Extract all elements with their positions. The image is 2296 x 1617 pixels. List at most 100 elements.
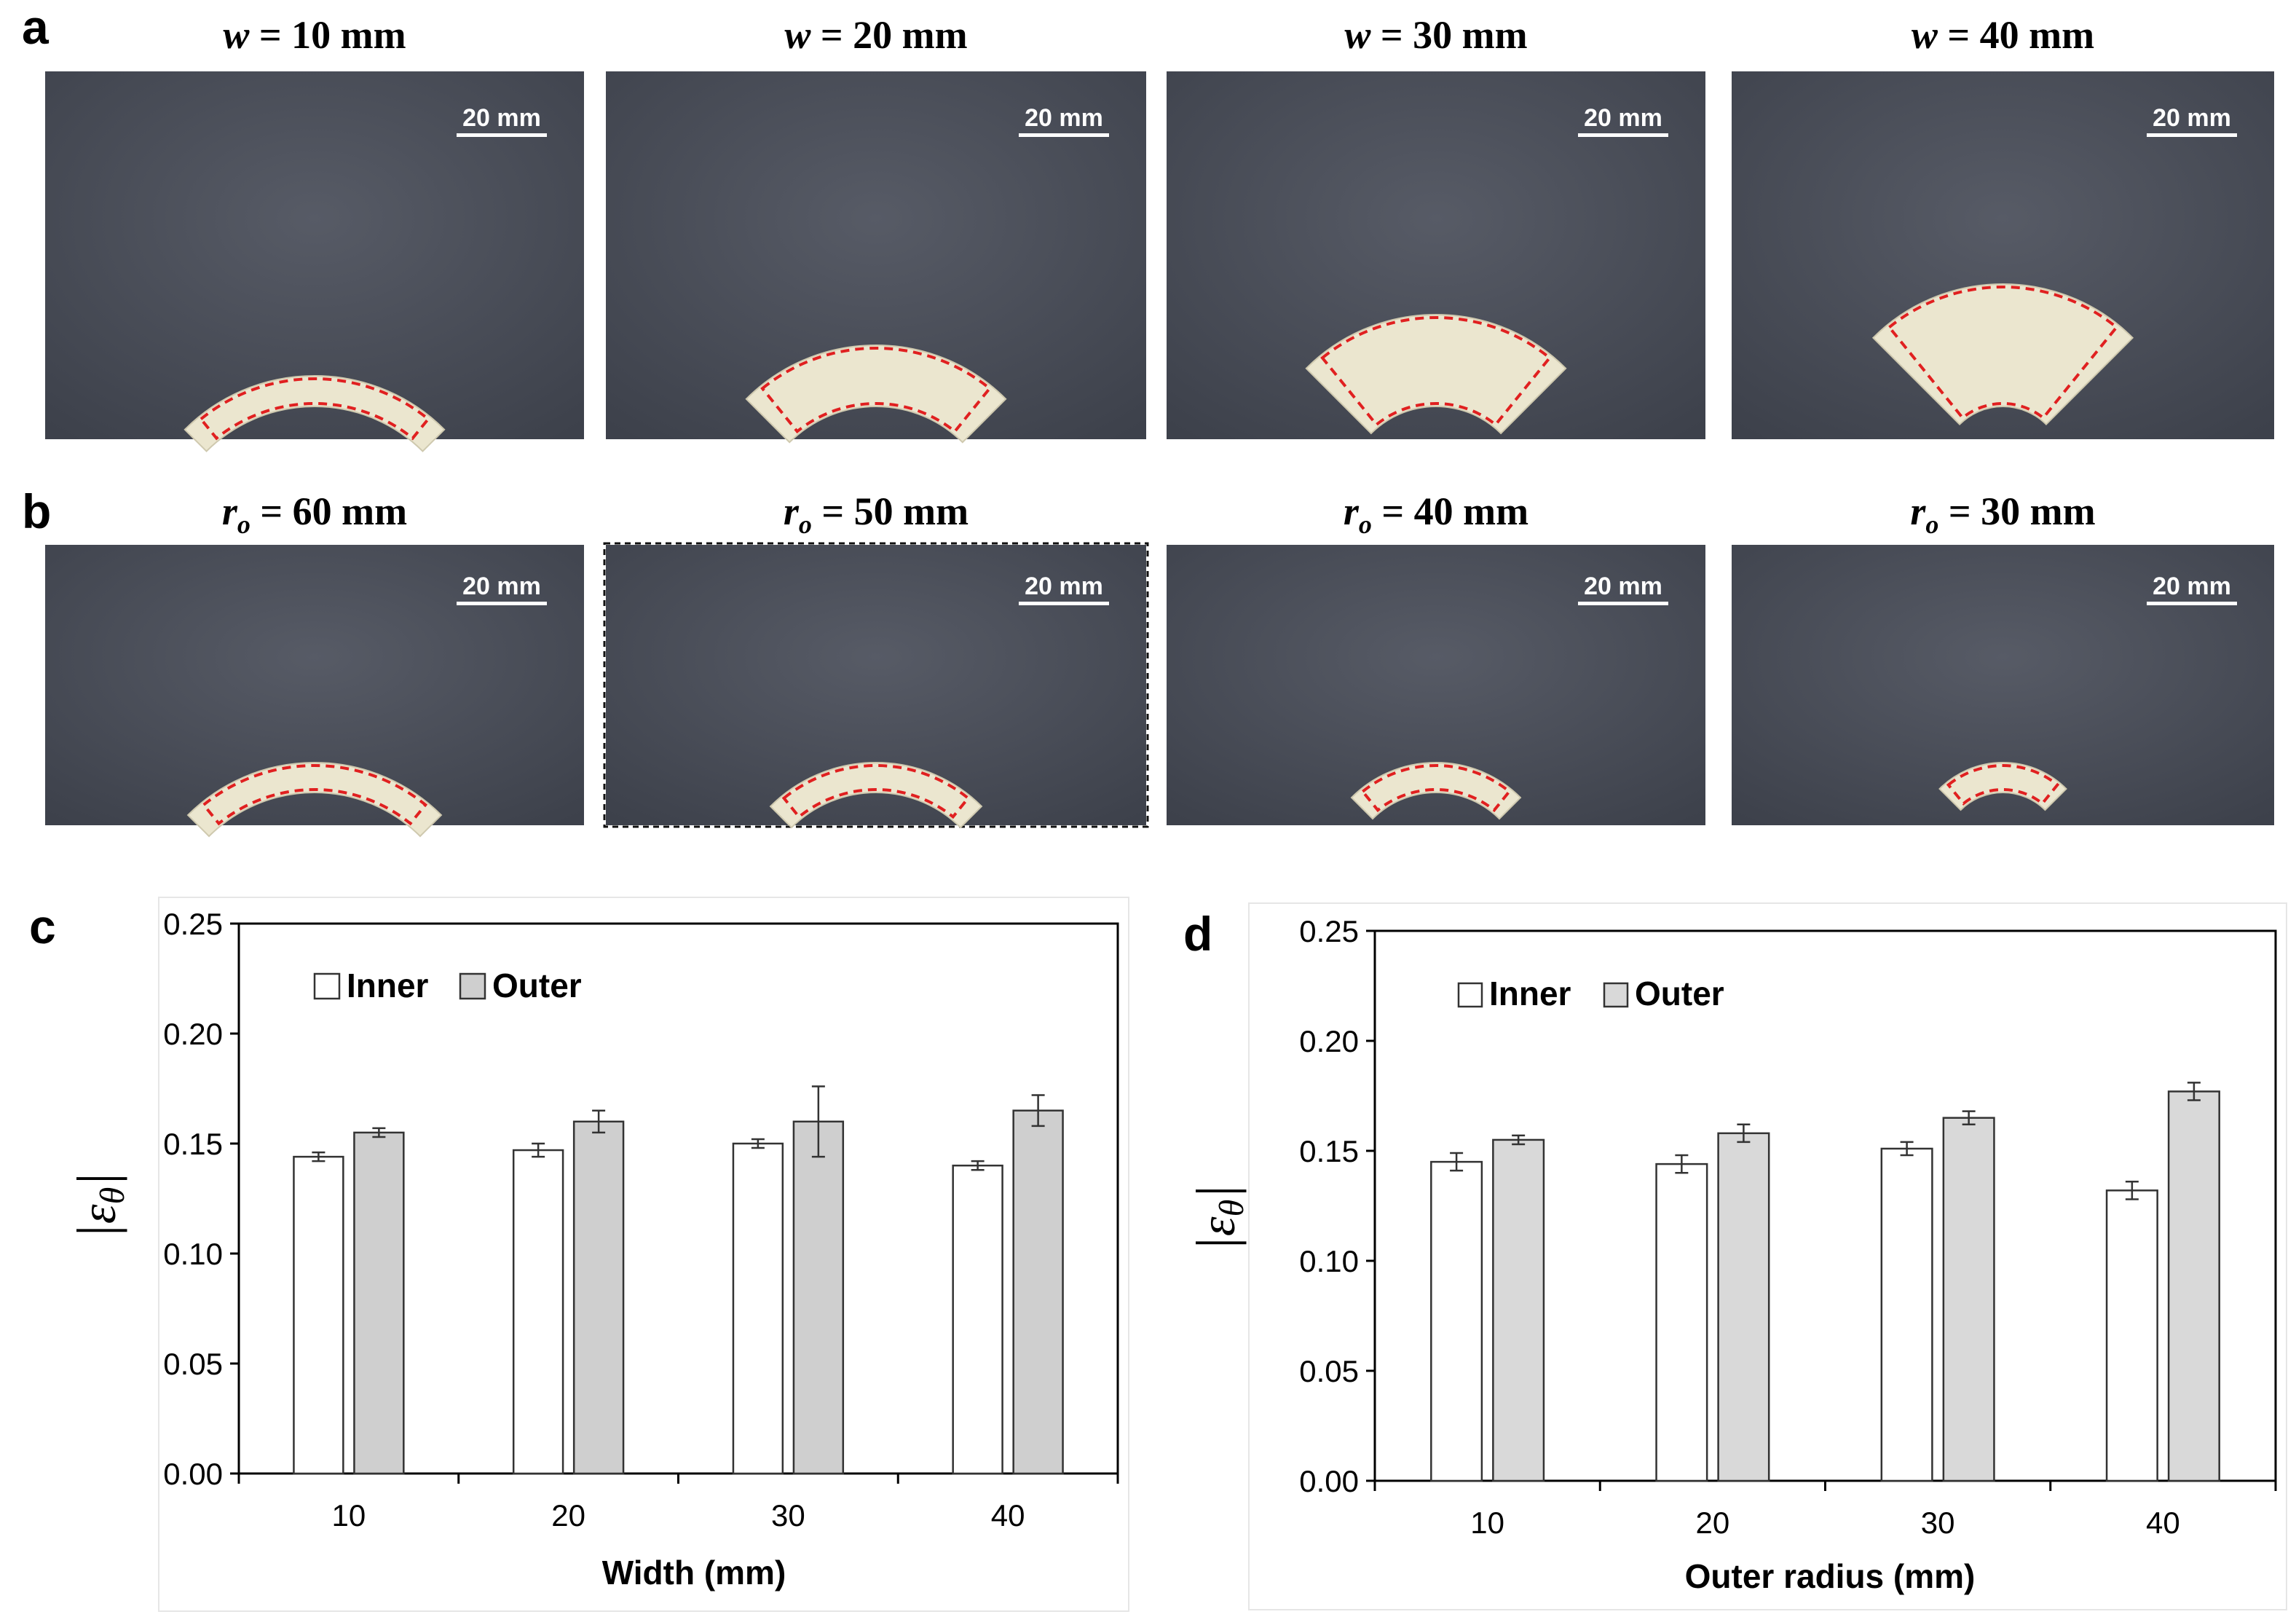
y-tick-label: 0.15: [1299, 1134, 1359, 1168]
row-b-photo-2: ro = 50 mm 20 mm: [603, 489, 1149, 829]
bar-outer: [572, 1120, 625, 1475]
specimen-sector: [745, 345, 1007, 444]
y-tick-label: 0.05: [1299, 1354, 1359, 1388]
bar-outer: [1717, 1132, 1770, 1482]
photo-label-value: = 40 mm: [1372, 489, 1528, 533]
scale-bar-label: 20 mm: [1025, 573, 1103, 600]
bar-outer: [1942, 1117, 1995, 1482]
x-tick-label: 30: [771, 1498, 805, 1533]
photo-label-variable: r: [222, 489, 238, 533]
legend-d-inner-label: Inner: [1489, 975, 1571, 1012]
row-a-photo-4: w = 40 mm 20 mm: [1732, 13, 2274, 439]
y-tick-label: 0.00: [163, 1457, 223, 1491]
scale-bar-label: 20 mm: [1584, 104, 1662, 132]
photo-label-value: = 40 mm: [1938, 13, 2094, 57]
photo-label-variable: w: [1344, 13, 1371, 57]
photo-label-variable: w: [784, 13, 811, 57]
scale-bar: [1019, 133, 1109, 137]
specimen-sector: [1305, 314, 1567, 435]
chart-d-frame: [1248, 902, 2287, 1610]
y-tick-label: 0.25: [1299, 914, 1359, 948]
panel-letter-b: b: [22, 484, 51, 538]
x-tick-label: 30: [1921, 1506, 1955, 1540]
specimen-dashed-outline: [781, 763, 971, 819]
row-a-photo-3: w = 30 mm 20 mm: [1167, 13, 1705, 439]
x-tick-label: 20: [551, 1498, 585, 1533]
bar-outer: [353, 1131, 405, 1475]
specimen-dashed-outline: [1887, 286, 2119, 420]
chart-c-frame: [158, 897, 1129, 1612]
photo-label: w = 40 mm: [1912, 13, 2094, 57]
row-a-photo-1: w = 10 mm 20 mm: [45, 13, 584, 452]
photo-label: ro = 60 mm: [222, 489, 407, 539]
y-tick-label: 0.20: [163, 1017, 223, 1051]
photo-label-subscript: o: [1925, 510, 1938, 539]
y-tick-label: 0.05: [163, 1347, 223, 1381]
row-b-photo-3: ro = 40 mm 20 mm: [1167, 489, 1705, 825]
scale-bar-label: 20 mm: [2153, 104, 2231, 132]
specimen-dashed-outline: [199, 377, 430, 441]
chart-d: Inner Outer Outer radius (mm) |εθ| 0.00 0…: [1186, 902, 2287, 1610]
legend-c-outer-swatch: [459, 972, 486, 1000]
photo-label-value: = 20 mm: [810, 13, 967, 57]
row-b-photo-4: ro = 30 mm 20 mm: [1732, 489, 2274, 825]
row-b-photo-1: ro = 60 mm 20 mm: [45, 489, 584, 838]
legend-d-outer-swatch: [1603, 982, 1629, 1008]
photo-label-variable: r: [784, 489, 800, 533]
photo-label: ro = 40 mm: [1344, 489, 1528, 539]
y-tick-label: 0.25: [163, 907, 223, 941]
y-tick-label: 0.20: [1299, 1024, 1359, 1058]
y-tick-label: 0.10: [163, 1237, 223, 1271]
photo-label-value: = 60 mm: [250, 489, 407, 533]
x-tick-label: 10: [1470, 1506, 1504, 1540]
panel-letter-c: c: [29, 900, 56, 953]
specimen-dashed-outline: [760, 347, 992, 434]
bar-inner: [293, 1155, 344, 1475]
photo-label-value: = 10 mm: [249, 13, 406, 57]
scale-bar-label: 20 mm: [462, 104, 541, 132]
chart-c-legend: Inner Outer: [313, 967, 582, 1004]
photo-label-value: = 30 mm: [1938, 489, 2095, 533]
photo-label: w = 30 mm: [1344, 13, 1527, 57]
legend-c-inner-label: Inner: [347, 967, 429, 1004]
photo-label-variable: w: [223, 13, 250, 57]
legend-d-inner-swatch: [1457, 982, 1483, 1008]
chart-d-legend: Inner Outer: [1457, 975, 1724, 1012]
specimen-dashed-outline: [1320, 316, 1552, 427]
scale-bar-label: 20 mm: [2153, 573, 2231, 600]
bar-inner: [732, 1142, 784, 1475]
specimen-dashed-outline: [1360, 764, 1512, 813]
y-tick-label: 0.10: [1299, 1244, 1359, 1278]
panel-letter-a: a: [22, 0, 50, 54]
chart-d-xlabel: Outer radius (mm): [1685, 1557, 1976, 1595]
panel-letter-d: d: [1183, 907, 1212, 961]
photo-label: ro = 50 mm: [784, 489, 968, 539]
specimen-sector: [186, 761, 443, 838]
chart-d-ylabel: |εθ|: [1186, 1184, 1251, 1251]
x-tick-label: 40: [2146, 1506, 2180, 1540]
photo-label-subscript: o: [1359, 510, 1372, 539]
scale-bar-label: 20 mm: [462, 573, 541, 600]
bar-inner: [1880, 1147, 1933, 1482]
legend-c-outer-label: Outer: [492, 967, 582, 1004]
photo-label-subscript: o: [237, 510, 250, 539]
specimen-dashed-outline: [201, 763, 428, 826]
x-tick-label: 40: [991, 1498, 1025, 1533]
scale-bar: [1019, 602, 1109, 605]
photo-label-variable: r: [1910, 489, 1926, 533]
bar-outer: [2167, 1090, 2220, 1482]
legend-d-outer-label: Outer: [1635, 975, 1724, 1012]
bar-inner: [1655, 1162, 1708, 1482]
x-tick-label: 10: [332, 1498, 366, 1533]
bar-outer: [1492, 1138, 1545, 1482]
row-a-photos: w = 10 mm 20 mm w = 20 mm 20 mm w = 30 mm 20 …: [45, 13, 2274, 452]
photo-label: w = 10 mm: [223, 13, 406, 57]
photo-label: ro = 30 mm: [1910, 489, 2095, 539]
bar-outer: [792, 1120, 845, 1475]
photo-label-subscript: o: [799, 510, 812, 539]
scale-bar: [2147, 602, 2237, 605]
scale-bar-label: 20 mm: [1025, 104, 1103, 132]
scale-bar: [1578, 133, 1668, 137]
